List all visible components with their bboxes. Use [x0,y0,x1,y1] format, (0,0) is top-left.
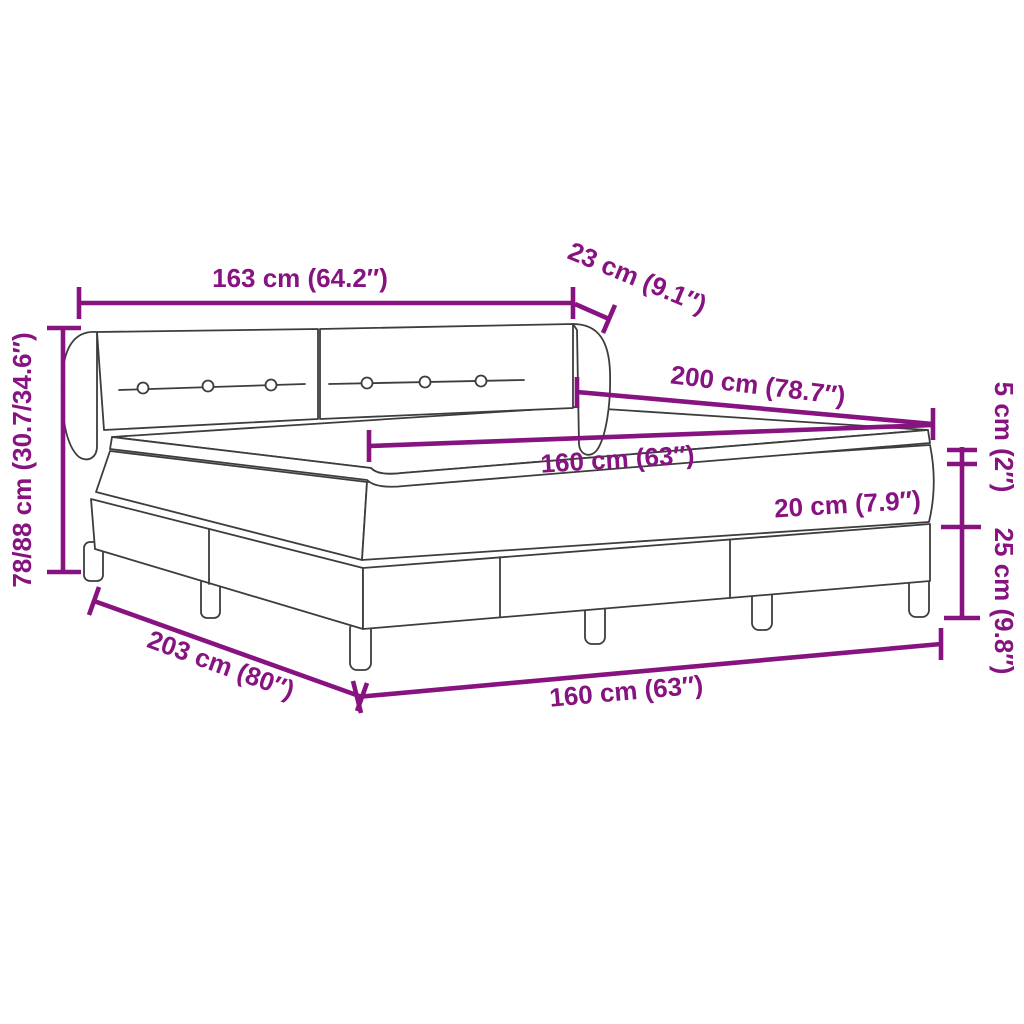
tufting-button [264,378,278,392]
dim-frame-width-bottom: 160 cm (63″) [350,628,944,714]
dim-line [356,641,942,700]
dim-label-topper-height: 5 cm (2″) [989,382,1019,493]
dim-line [368,422,934,449]
headboard-left-wing [60,331,98,461]
dim-line [574,301,610,322]
dim-label: 78/88 cm (30.7/34.6″) [7,332,37,587]
dim-total-height: 78/88 cm (30.7/34.6″) [7,325,81,588]
headboard-panel-right [319,323,574,420]
headboard-right-wing [572,323,612,456]
topper-edge-band [109,429,931,488]
dim-tick [86,586,102,616]
bed-leg [83,541,104,582]
dim-headboard-width: 163 cm (64.2″) [76,263,576,319]
headboard-panel-left [96,328,319,431]
dim-headboard-depth: 23 cm (9.1″) [564,236,711,334]
tufting-button [201,379,215,393]
dim-line [576,389,934,427]
tufting-button [418,375,432,389]
tufting-button [474,374,488,388]
tufting-button [136,381,150,395]
dim-line [93,598,363,700]
bed-legs [83,541,930,671]
dim-tick [600,304,618,334]
headboard [60,323,612,461]
tufting-button [360,376,374,390]
dim-right-height-bracket: 5 cm (2″) 25 cm (9.8″) [941,382,1019,675]
frame-front-face [362,523,931,630]
dim-tick [350,680,364,714]
dim-label: 163 cm (64.2″) [212,263,388,293]
bed-frame [90,498,931,630]
dim-label-frame-height: 25 cm (9.8″) [989,528,1019,675]
